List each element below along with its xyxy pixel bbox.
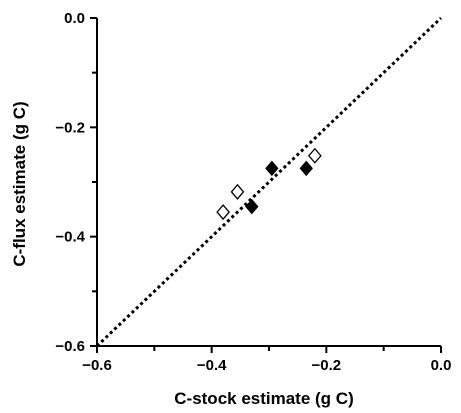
filled-diamond-point xyxy=(265,160,279,177)
y-tick-label: −0.4 xyxy=(55,229,85,246)
open-diamond-point xyxy=(308,147,322,164)
open-diamond-point xyxy=(216,204,230,221)
x-tick-label: −0.6 xyxy=(82,357,112,374)
x-axis: −0.6 −0.4 −0.2 0.0 xyxy=(82,345,452,374)
one-to-one-reference-line xyxy=(95,16,443,348)
y-tick-label: −0.6 xyxy=(55,338,85,355)
y-tick-label: −0.2 xyxy=(55,119,85,136)
x-tick-label: 0.0 xyxy=(431,357,452,374)
y-axis: −0.6 −0.4 −0.2 0.0 xyxy=(55,10,98,355)
filled-diamond-point xyxy=(299,160,313,177)
x-tick-label: −0.2 xyxy=(312,357,342,374)
plot-area xyxy=(95,16,443,348)
y-tick-label: 0.0 xyxy=(64,10,85,27)
filled-diamond-point xyxy=(245,198,259,215)
y-axis-title: C-flux estimate (g C) xyxy=(10,101,29,266)
x-axis-title: C-stock estimate (g C) xyxy=(174,389,353,408)
open-diamond-point xyxy=(230,183,245,200)
x-tick-label: −0.4 xyxy=(197,357,227,374)
